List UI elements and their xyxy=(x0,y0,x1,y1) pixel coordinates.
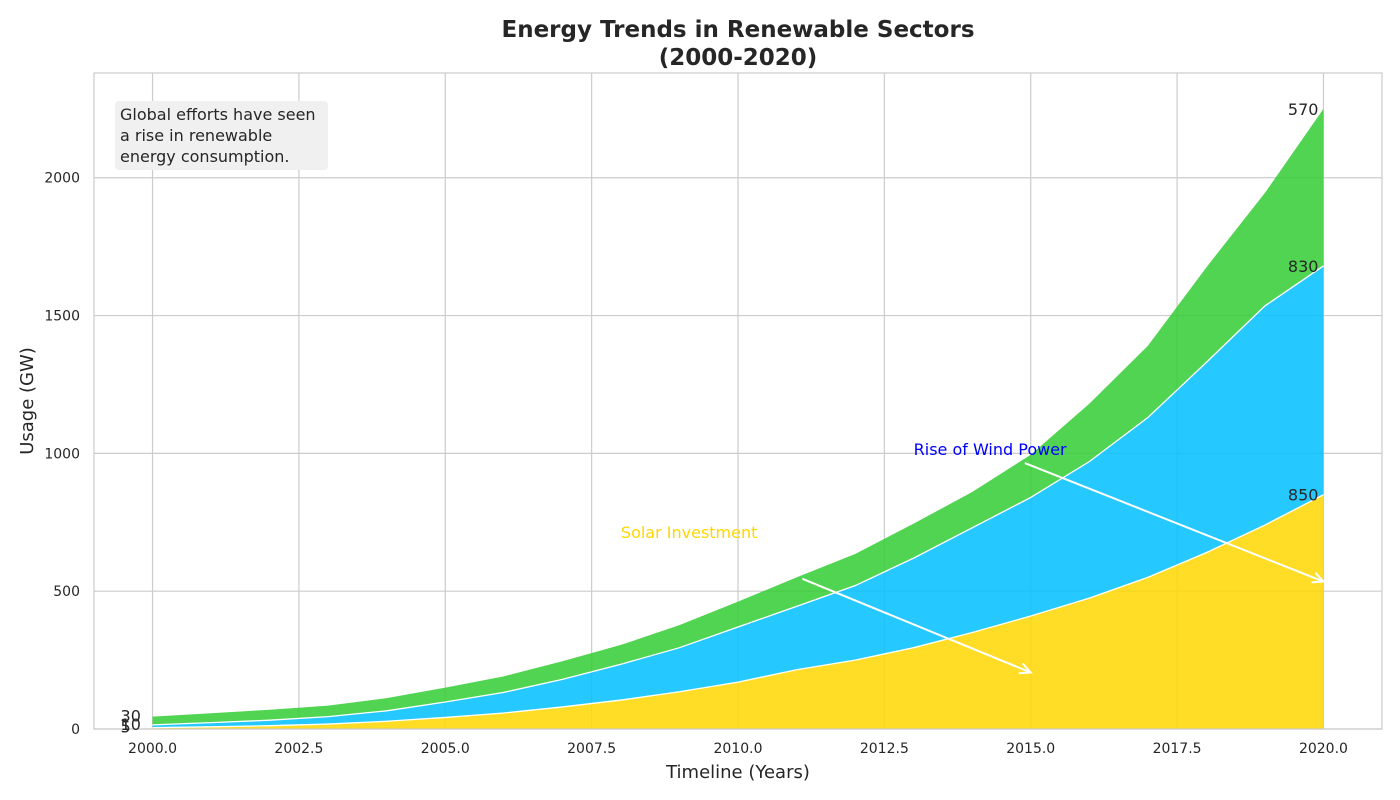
end-value-label-1: 830 xyxy=(1288,257,1319,276)
x-tick-label-3: 2007.5 xyxy=(567,741,616,757)
x-tick-label-8: 2020.0 xyxy=(1299,741,1348,757)
annotation-layer: Solar Investment Rise of Wind Power xyxy=(621,440,1326,675)
area-layer xyxy=(152,108,1324,729)
area-series-0 xyxy=(152,494,1324,729)
end-value-label-2: 570 xyxy=(1288,100,1319,119)
note-line-2: a rise in renewable xyxy=(120,126,272,145)
plot-frame xyxy=(93,72,1383,730)
note-line-3: energy consumption. xyxy=(120,147,290,166)
annotation-arrowhead-1 xyxy=(1311,572,1326,584)
note-box-background xyxy=(115,101,328,170)
chart-title-line-2: (2000-2020) xyxy=(659,45,818,71)
y-tick-label-3: 1500 xyxy=(44,309,80,325)
note-box: Global efforts have seen a rise in renew… xyxy=(115,101,328,170)
annotation-text-0: Solar Investment xyxy=(621,523,757,542)
x-tick-label-2: 2005.0 xyxy=(421,741,470,757)
chart-title-line-1: Energy Trends in Renewable Sectors xyxy=(501,17,974,43)
label-layer: 5 850 10 830 30 570 xyxy=(121,100,1319,737)
area-series-1 xyxy=(152,265,1324,728)
x-tick-label-6: 2015.0 xyxy=(1006,741,1055,757)
annotation-text-1: Rise of Wind Power xyxy=(914,440,1067,459)
area-boundary-1 xyxy=(152,494,1324,729)
x-axis-label: Timeline (Years) xyxy=(665,762,810,783)
y-tick-label-2: 1000 xyxy=(44,446,80,462)
area-boundary-2 xyxy=(152,265,1324,726)
annotation-arrowhead-0 xyxy=(1018,662,1033,675)
start-value-label-2: 30 xyxy=(121,707,141,726)
x-tick-label-1: 2002.5 xyxy=(274,741,323,757)
start-value-label-1: 10 xyxy=(121,715,141,734)
tick-layer: 2000.0 2002.5 2005.0 2007.5 2010.0 2012.5 2015… xyxy=(44,171,1348,757)
annotation-arrow-1 xyxy=(1024,462,1324,583)
annotation-arrow-0 xyxy=(802,577,1032,674)
area-series-2 xyxy=(152,108,1324,725)
x-tick-label-4: 2010.0 xyxy=(714,741,763,757)
note-line-1: Global efforts have seen xyxy=(120,105,316,124)
start-value-label-0: 5 xyxy=(121,718,131,737)
y-tick-label-1: 500 xyxy=(53,584,80,600)
y-tick-label-0: 0 xyxy=(71,722,80,738)
x-tick-label-7: 2017.5 xyxy=(1153,741,1202,757)
y-axis-label: Usage (GW) xyxy=(17,347,38,455)
x-tick-label-0: 2000.0 xyxy=(128,741,177,757)
x-tick-label-5: 2012.5 xyxy=(860,741,909,757)
y-tick-label-4: 2000 xyxy=(44,171,80,187)
end-value-label-0: 850 xyxy=(1288,486,1319,505)
